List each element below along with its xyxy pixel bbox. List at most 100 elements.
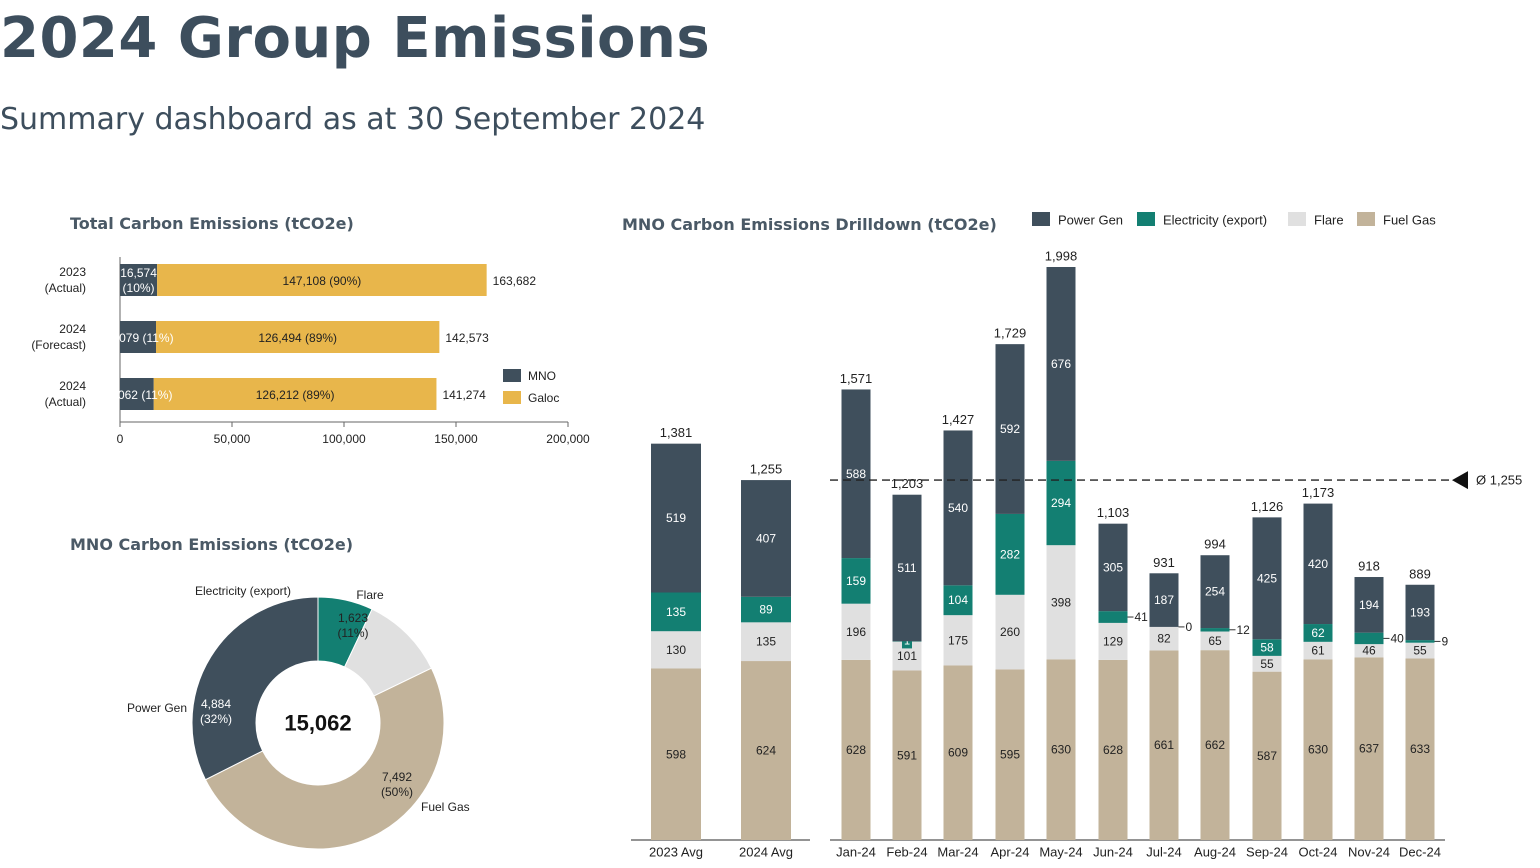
bar-segment-electricity-export- <box>1303 624 1333 642</box>
bar-segment-electricity-export- <box>1405 640 1435 643</box>
x-tick-label: Jul-24 <box>1146 845 1181 860</box>
bar-segment-flare <box>995 594 1025 670</box>
data-label: 175 <box>948 633 968 647</box>
bar-segment-fuel-gas <box>1303 659 1333 840</box>
bar-segment-fuel-gas <box>1098 659 1128 840</box>
data-label: 294 <box>1051 496 1071 510</box>
slice-value-label: 7,492 <box>382 770 412 784</box>
data-label: 135 <box>756 635 776 649</box>
total-label: 1,998 <box>1045 249 1078 264</box>
total-label: 1,173 <box>1302 485 1335 500</box>
bar-segment-flare <box>651 631 701 669</box>
legend-label: Flare <box>1314 213 1344 228</box>
data-label: 407 <box>756 531 776 545</box>
bar-segment-electricity-export- <box>1200 628 1230 632</box>
data-label: 420 <box>1308 557 1328 571</box>
total-emissions-chart-title: Total Carbon Emissions (tCO2e) <box>70 214 354 233</box>
x-tick-label: 150,000 <box>434 432 478 446</box>
total-label: 1,427 <box>942 412 975 427</box>
bar-segment-galoc <box>153 378 437 410</box>
x-tick-label: Jun-24 <box>1093 845 1133 860</box>
bar-segment-fuel-gas <box>1046 659 1076 840</box>
category-label: (Forecast) <box>31 338 86 352</box>
data-label: 61 <box>1311 644 1325 658</box>
data-label: 628 <box>1103 743 1123 757</box>
data-label: 194 <box>1359 598 1379 612</box>
data-label: 159 <box>846 574 866 588</box>
data-label: 519 <box>666 511 686 525</box>
data-label-galoc: 147,108 (90%) <box>283 274 362 288</box>
x-tick-label: 2024 Avg <box>739 845 793 860</box>
total-label: 1,203 <box>891 476 924 491</box>
bar-segment-fuel-gas <box>892 670 922 840</box>
data-label: 628 <box>846 743 866 757</box>
data-label: 595 <box>1000 748 1020 762</box>
data-label: 193 <box>1410 605 1430 619</box>
bar-segment-power-gen <box>995 344 1025 514</box>
bar-segment-fuel-gas <box>741 661 791 840</box>
bar-segment-galoc <box>157 264 487 296</box>
data-label: 540 <box>948 501 968 515</box>
total-label: 1,103 <box>1097 505 1130 520</box>
bar-segment-electricity-export- <box>651 592 701 632</box>
bar-segment-power-gen <box>1303 503 1333 625</box>
category-label: 2023 <box>59 265 86 279</box>
mno-donut-chart-title: MNO Carbon Emissions (tCO2e) <box>70 535 354 554</box>
bar-segment-power-gen <box>1405 584 1435 641</box>
data-label: 282 <box>1000 547 1020 561</box>
bar-segment-electricity-export- <box>943 585 973 616</box>
slice-pct-label: (32%) <box>200 712 232 726</box>
bar-segment-power-gen <box>1098 523 1128 612</box>
x-tick-label: Oct-24 <box>1298 845 1337 860</box>
data-label: 196 <box>846 625 866 639</box>
x-tick-label: Feb-24 <box>886 845 927 860</box>
data-label: 661 <box>1154 738 1174 752</box>
data-label-mno: (10%) <box>123 281 155 295</box>
bar-segment-power-gen <box>892 494 922 642</box>
legend-swatch <box>1288 212 1306 226</box>
bar-segment-fuel-gas <box>1354 657 1384 840</box>
data-label: 89 <box>759 603 773 617</box>
bar-segment-mno <box>120 321 157 353</box>
bar-segment-electricity-export- <box>741 596 791 623</box>
data-label: 511 <box>897 561 916 575</box>
data-label: 630 <box>1051 743 1071 757</box>
legend-label: Electricity (export) <box>1163 213 1267 228</box>
small-segment-marker <box>902 634 912 649</box>
data-label: 62 <box>1311 626 1325 640</box>
data-label-mno: 15,062 (11%) <box>101 388 172 402</box>
total-emissions-chart: 0 50,000 100,000 150,000 200,000 2023 (Actual)… <box>31 257 590 446</box>
bar-segment-fuel-gas <box>1200 650 1230 840</box>
bar-segment-mno <box>120 378 154 410</box>
drilldown-chart: 598 130 135 519 1,381 2023 Avg 624 135 89 407 1,25… <box>631 212 1522 860</box>
legend-swatch-galoc <box>503 391 521 404</box>
data-label: 662 <box>1205 738 1225 752</box>
bar-segment-flare <box>1405 642 1435 659</box>
slice-value-label: 4,884 <box>201 697 231 711</box>
bar-segment-flare <box>841 603 871 660</box>
slice-category-label: Flare <box>356 588 384 602</box>
data-label: 398 <box>1051 595 1071 609</box>
bar-segment-power-gen <box>1252 517 1282 640</box>
data-label: 587 <box>1257 749 1277 763</box>
x-tick-label: 2023 Avg <box>649 845 703 860</box>
data-label: 624 <box>756 744 776 758</box>
data-label: 46 <box>1362 644 1376 658</box>
bar-segment-flare <box>1354 644 1384 658</box>
total-label: 163,682 <box>493 274 537 288</box>
bar-segment-fuel-gas <box>995 669 1025 840</box>
total-label: 141,274 <box>442 388 486 402</box>
bar-segment-galoc <box>156 321 440 353</box>
bar-segment-flare <box>943 615 973 666</box>
total-label: 994 <box>1204 537 1226 552</box>
data-label: 55 <box>1413 644 1427 658</box>
total-label: 1,126 <box>1251 499 1284 514</box>
data-label: 0 <box>1186 620 1193 634</box>
data-label: 254 <box>1205 585 1225 599</box>
slice-category-label: Electricity (export) <box>195 584 291 598</box>
bar-segment-fuel-gas <box>841 659 871 840</box>
bar-segment-power-gen <box>943 430 973 586</box>
total-label: 142,573 <box>445 331 489 345</box>
data-label: 592 <box>1000 422 1020 436</box>
